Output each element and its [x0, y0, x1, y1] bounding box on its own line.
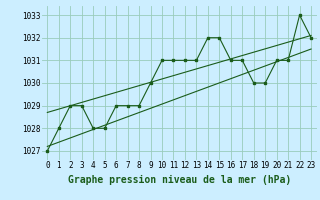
X-axis label: Graphe pression niveau de la mer (hPa): Graphe pression niveau de la mer (hPa) — [68, 175, 291, 185]
